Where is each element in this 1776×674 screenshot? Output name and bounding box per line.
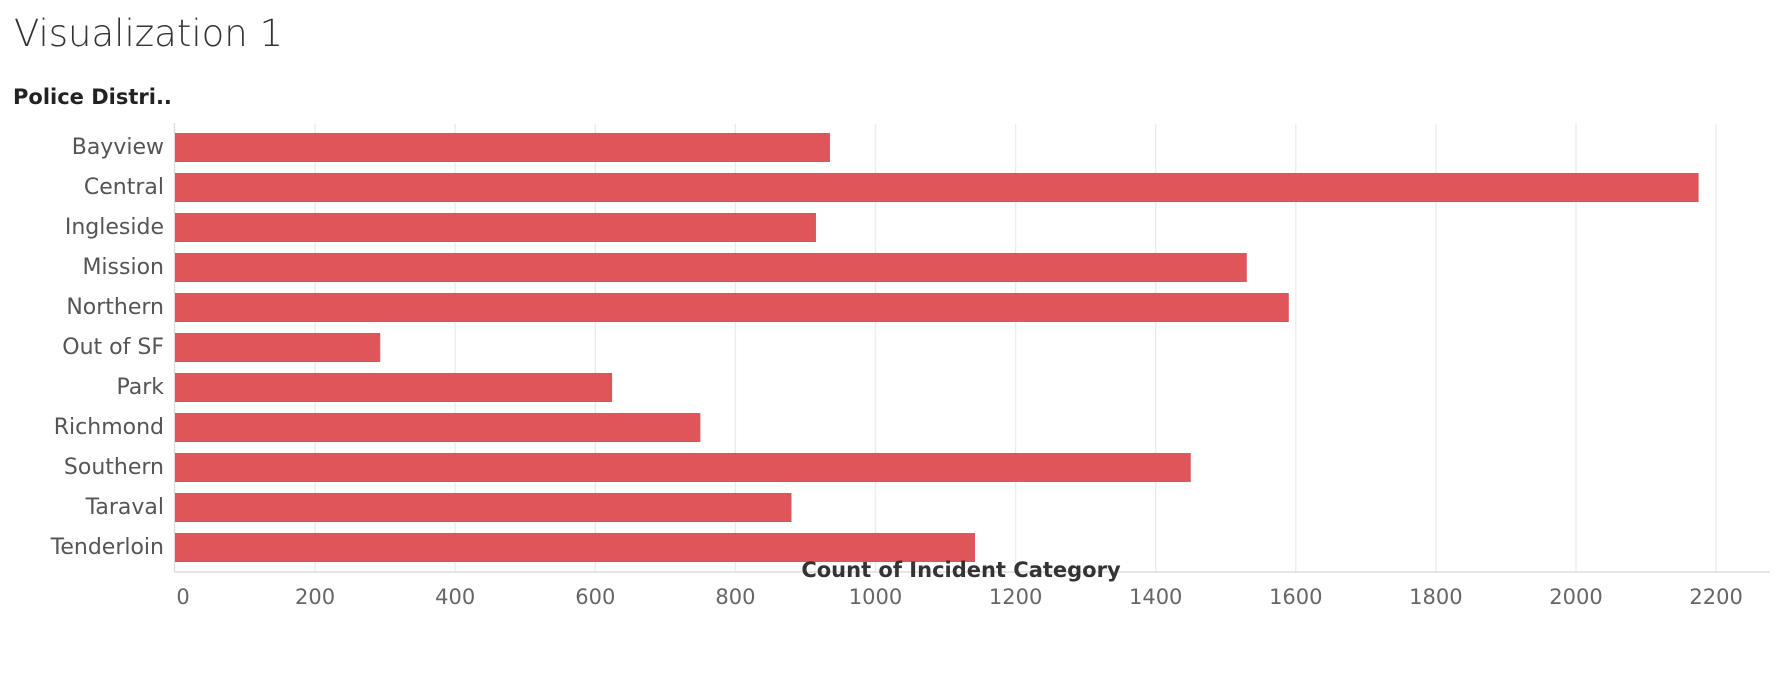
bar-park	[175, 373, 613, 402]
x-tick-label: 1600	[1269, 585, 1322, 609]
bars	[175, 133, 1699, 562]
bar-tenderloin	[175, 533, 975, 562]
x-tick-label: 2000	[1549, 585, 1602, 609]
bar-richmond	[175, 413, 701, 442]
row-header: Police Distri..	[13, 85, 172, 109]
category-label: Southern	[64, 455, 164, 480]
category-labels: Bayview Central Ingleside Mission Northern Ou…	[50, 135, 165, 560]
category-label: Central	[84, 175, 164, 200]
category-label: Richmond	[54, 415, 164, 440]
x-tick-label: 600	[575, 585, 615, 609]
bar-out-of-sf	[175, 333, 381, 362]
category-label: Ingleside	[65, 215, 164, 240]
category-label: Mission	[82, 255, 164, 280]
axes	[173, 123, 1770, 573]
category-label: Northern	[66, 295, 164, 320]
category-label: Tenderloin	[50, 535, 164, 560]
x-tick-label: 200	[295, 585, 335, 609]
x-tick-label: 0	[176, 585, 189, 609]
category-label: Bayview	[72, 135, 164, 160]
x-tick-label: 1000	[849, 585, 902, 609]
category-label: Park	[116, 375, 164, 400]
category-label: Taraval	[85, 495, 164, 520]
x-tick-labels: 0 200 400 600 800 1000 1200 1400 1600 1800 2000 220…	[176, 585, 1743, 609]
bar-central	[175, 173, 1699, 202]
x-axis-title: Count of Incident Category	[801, 558, 1121, 582]
x-tick-label: 1800	[1409, 585, 1462, 609]
page-title: Visualization 1	[14, 12, 284, 55]
x-tick-label: 400	[435, 585, 475, 609]
bar-northern	[175, 293, 1289, 322]
x-tick-label: 800	[715, 585, 755, 609]
category-label: Out of SF	[62, 335, 164, 360]
x-tick-label: 2200	[1689, 585, 1742, 609]
x-tick-label: 1400	[1129, 585, 1182, 609]
bar-bayview	[175, 133, 830, 162]
bar-mission	[175, 253, 1247, 282]
bar-ingleside	[175, 213, 816, 242]
x-tick-label: 1200	[989, 585, 1042, 609]
bar-southern	[175, 453, 1191, 482]
bar-taraval	[175, 493, 792, 522]
